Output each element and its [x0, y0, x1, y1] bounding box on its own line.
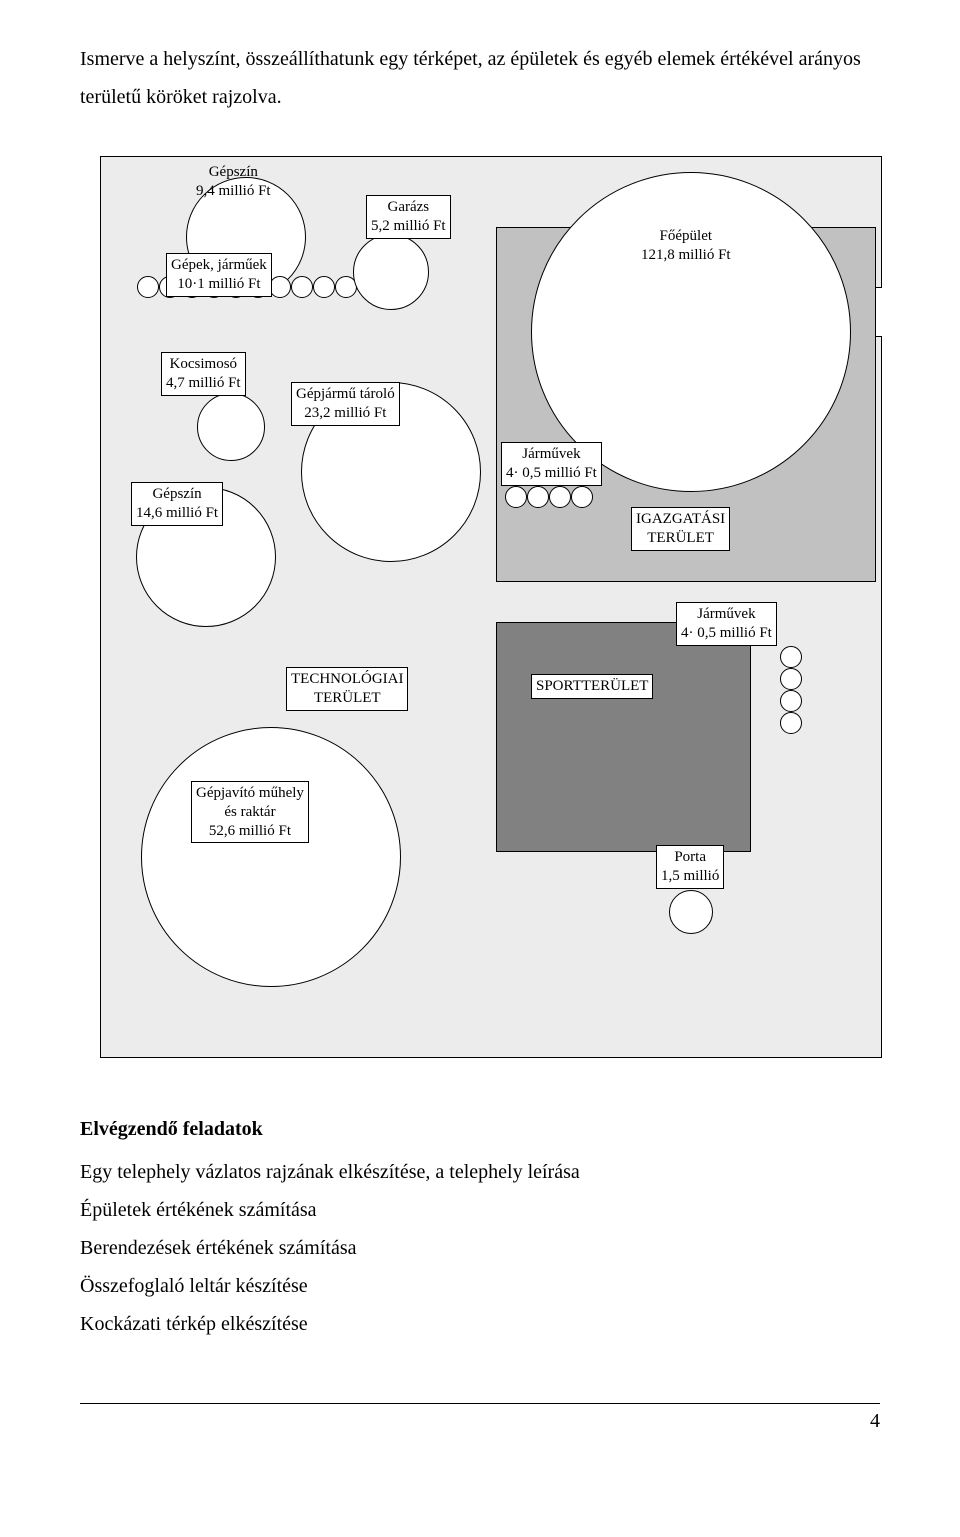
circle-gepjavito — [141, 727, 401, 987]
circle-jarmu1-1 — [505, 486, 527, 508]
label-kocsimoso-l2: 4,7 millió Ft — [166, 375, 241, 391]
label-kocsimoso: Kocsimosó 4,7 millió Ft — [161, 352, 246, 396]
label-jarmu2-l1: Járművek — [697, 606, 755, 622]
label-jarmu1-l1: Járművek — [522, 446, 580, 462]
label-igazgatasi: IGAZGATÁSI TERÜLET — [631, 507, 730, 551]
label-jarmu2: Járművek 4· 0,5 millió Ft — [676, 602, 777, 646]
label-porta-l1: Porta — [674, 849, 706, 865]
label-jarmu2-l2: 4· 0,5 millió Ft — [681, 625, 772, 641]
page: Ismerve a helyszínt, összeállíthatunk eg… — [0, 0, 960, 1453]
label-foepulet: Főépület 121,8 millió Ft — [641, 227, 731, 265]
circle-jarmu1-3 — [549, 486, 571, 508]
label-igazg-l1: IGAZGATÁSI — [636, 511, 725, 527]
circle-porta — [669, 890, 713, 934]
diagram-wrapper: Gépszín 9,4 millió Ft Gépek, járműek 10·… — [100, 156, 880, 1058]
label-techn-l2: TERÜLET — [314, 690, 381, 706]
label-gepjav-l1: Gépjavító műhely — [196, 785, 304, 801]
label-garazs-l1: Garázs — [387, 199, 429, 215]
label-garazs: Garázs 5,2 millió Ft — [366, 195, 451, 239]
label-techn-l1: TECHNOLÓGIAI — [291, 671, 403, 687]
label-garazs-l2: 5,2 millió Ft — [371, 218, 446, 234]
circle-jarmu2-2 — [780, 668, 802, 690]
task-1: Egy telephely vázlatos rajzának elkészít… — [80, 1153, 880, 1191]
tasks-heading: Elvégzendő feladatok — [80, 1118, 880, 1141]
circle-kocsimoso — [197, 393, 265, 461]
label-jarmu1: Járművek 4· 0,5 millió Ft — [501, 442, 602, 486]
label-igazg-l2: TERÜLET — [647, 530, 714, 546]
label-gepjarmu-l2: 23,2 millió Ft — [304, 405, 386, 421]
label-gepjavito: Gépjavító műhely és raktár 52,6 millió F… — [191, 781, 309, 843]
label-jarmu1-l2: 4· 0,5 millió Ft — [506, 465, 597, 481]
label-gepszin1-l1: Gépszín — [209, 164, 258, 180]
circle-gepek-9 — [313, 276, 335, 298]
label-gepszin2-l1: Gépszín — [152, 486, 201, 502]
label-foepulet-l1: Főépület — [660, 228, 713, 244]
label-sport: SPORTTERÜLET — [536, 678, 648, 694]
task-2: Épületek értékének számítása — [80, 1191, 880, 1229]
circle-gepek-8 — [291, 276, 313, 298]
circle-gepek-1 — [137, 276, 159, 298]
label-technologiai: TECHNOLÓGIAI TERÜLET — [286, 667, 408, 711]
risk-map-diagram: Gépszín 9,4 millió Ft Gépek, járműek 10·… — [100, 156, 882, 1058]
page-number: 4 — [870, 1410, 880, 1432]
label-gepjav-l3: 52,6 millió Ft — [209, 823, 291, 839]
label-gepjarmu-l1: Gépjármű tároló — [296, 386, 395, 402]
label-porta-l2: 1,5 millió — [661, 868, 719, 884]
task-3: Berendezések értékének számítása — [80, 1229, 880, 1267]
admin-notch — [876, 287, 882, 337]
circle-garazs — [353, 234, 429, 310]
label-gepszin1: Gépszín 9,4 millió Ft — [196, 163, 271, 201]
task-5: Kockázati térkép elkészítése — [80, 1305, 880, 1343]
label-gepek: Gépek, járműek 10·1 millió Ft — [166, 253, 272, 297]
label-gepek-l2: 10·1 millió Ft — [177, 276, 260, 292]
label-gepek-l1: Gépek, járműek — [171, 257, 267, 273]
circle-jarmu2-1 — [780, 646, 802, 668]
region-sport — [496, 622, 751, 852]
page-footer: 4 — [80, 1403, 880, 1433]
circle-jarmu1-2 — [527, 486, 549, 508]
intro-text: Ismerve a helyszínt, összeállíthatunk eg… — [80, 40, 880, 116]
label-kocsimoso-l1: Kocsimosó — [170, 356, 238, 372]
circle-jarmu1-4 — [571, 486, 593, 508]
label-gepjarmu-tarolo: Gépjármű tároló 23,2 millió Ft — [291, 382, 400, 426]
label-gepszin1-l2: 9,4 millió Ft — [196, 183, 271, 199]
circle-jarmu2-4 — [780, 712, 802, 734]
label-foepulet-l2: 121,8 millió Ft — [641, 247, 731, 263]
label-gepszin2-l2: 14,6 millió Ft — [136, 505, 218, 521]
task-4: Összefoglaló leltár készítése — [80, 1267, 880, 1305]
circle-jarmu2-3 — [780, 690, 802, 712]
label-gepszin2: Gépszín 14,6 millió Ft — [131, 482, 223, 526]
label-gepjav-l2: és raktár — [224, 804, 275, 820]
circle-gepek-7 — [269, 276, 291, 298]
label-porta: Porta 1,5 millió — [656, 845, 724, 889]
label-sportterulet: SPORTTERÜLET — [531, 674, 653, 699]
